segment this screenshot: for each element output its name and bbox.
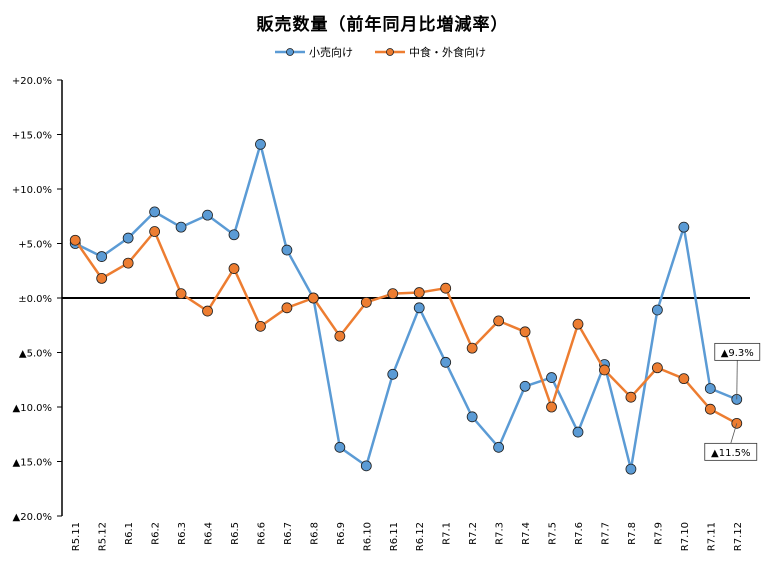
legend-label-foodservice: 中食・外食向け (409, 46, 486, 59)
data-point (572, 318, 584, 330)
data-point (202, 305, 213, 317)
y-tick-label: +15.0% (12, 131, 52, 142)
x-tick-label: R7.7 (600, 522, 611, 545)
x-tick-label: R6.2 (151, 522, 162, 545)
x-tick-label: R6.5 (230, 522, 241, 545)
annotation-leader (730, 423, 738, 444)
x-tick-label: R6.7 (283, 522, 294, 545)
x-tick-label: R6.4 (204, 522, 215, 545)
x-tick-label: R6.9 (336, 522, 347, 545)
annotation-label: ▲9.3% (721, 348, 754, 359)
data-point (175, 288, 187, 300)
data-point (281, 302, 293, 314)
data-point (704, 383, 716, 394)
y-tick-label: ▲10.0% (13, 403, 52, 414)
x-tick-label: R5.12 (98, 522, 109, 551)
data-point (704, 403, 716, 415)
y-tick-label: ▲15.0% (13, 458, 52, 469)
series-line-0 (74, 143, 738, 471)
x-tick-label: R7.9 (653, 522, 664, 545)
data-point (678, 373, 690, 385)
data-point (519, 380, 531, 392)
x-tick-label: R6.11 (389, 522, 400, 551)
series-line-1 (74, 230, 738, 425)
data-point (546, 372, 557, 383)
x-tick-label: R7.5 (548, 522, 559, 545)
y-tick-label: +20.0% (12, 76, 52, 87)
data-point (307, 292, 319, 304)
x-tick-label: R7.2 (468, 522, 479, 545)
data-point (625, 391, 637, 403)
data-point (202, 209, 213, 221)
data-point (255, 138, 266, 150)
annotation-leader (736, 360, 738, 400)
x-tick-label: R6.12 (415, 522, 426, 551)
data-point (413, 302, 425, 314)
y-tick-label: ±0.0% (18, 294, 52, 305)
legend: 小売向け 中食・外食向け (275, 44, 508, 60)
data-point (493, 441, 505, 453)
x-tick-label: R7.4 (521, 522, 532, 545)
data-point (466, 342, 478, 354)
x-tick-label: R6.6 (256, 522, 267, 545)
x-tick-label: R6.8 (309, 522, 320, 545)
x-tick-label: R5.11 (71, 522, 82, 551)
y-tick-label: ▲5.0% (19, 349, 52, 360)
data-point (466, 411, 478, 423)
annotation-label: ▲11.5% (711, 448, 750, 459)
data-point (572, 426, 584, 438)
x-tick-label: R6.10 (362, 522, 373, 551)
y-tick-label: +5.0% (18, 240, 52, 251)
data-point (360, 460, 372, 472)
data-point (334, 330, 346, 342)
data-point (651, 304, 663, 316)
data-point (96, 272, 108, 284)
legend-marker-retail (275, 48, 305, 56)
data-point (387, 288, 399, 300)
data-point (122, 232, 134, 244)
x-tick-label: R7.6 (574, 522, 585, 545)
x-tick-label: R7.8 (627, 522, 638, 545)
data-point (281, 244, 293, 256)
data-point (493, 315, 505, 327)
x-tick-label: R7.3 (495, 522, 506, 545)
x-tick-label: R6.1 (124, 522, 135, 545)
legend-item-retail: 小売向け (275, 44, 353, 60)
data-point (96, 251, 108, 262)
data-point (651, 362, 663, 374)
data-point (149, 226, 161, 237)
legend-marker-foodservice (375, 48, 405, 56)
x-tick-label: R7.11 (706, 522, 717, 551)
data-point (599, 364, 610, 376)
legend-item-foodservice: 中食・外食向け (375, 44, 486, 60)
x-tick-label: R7.12 (733, 522, 744, 551)
data-point (228, 263, 240, 274)
data-point (413, 287, 425, 298)
legend-label-retail: 小売向け (309, 46, 353, 59)
data-point (334, 441, 346, 453)
data-point (387, 368, 399, 380)
data-point (255, 320, 266, 332)
data-point (678, 221, 690, 233)
data-point (175, 221, 187, 233)
y-tick-label: ▲20.0% (13, 512, 52, 523)
data-point (122, 257, 134, 269)
data-point (360, 296, 372, 308)
data-point (519, 326, 531, 338)
y-tick-label: +10.0% (12, 185, 52, 196)
chart-title: 販売数量（前年同月比増減率） (256, 15, 509, 35)
data-point (440, 282, 452, 294)
data-point (228, 229, 240, 241)
data-point (625, 463, 637, 475)
data-point (546, 401, 557, 413)
data-point (440, 356, 452, 368)
annotation-box (704, 442, 758, 461)
x-tick-label: R7.10 (680, 522, 691, 551)
data-point (149, 206, 161, 218)
data-point (69, 234, 81, 246)
x-tick-label: R7.1 (442, 522, 453, 545)
annotation-box (714, 342, 761, 361)
x-tick-label: R6.3 (177, 522, 188, 545)
